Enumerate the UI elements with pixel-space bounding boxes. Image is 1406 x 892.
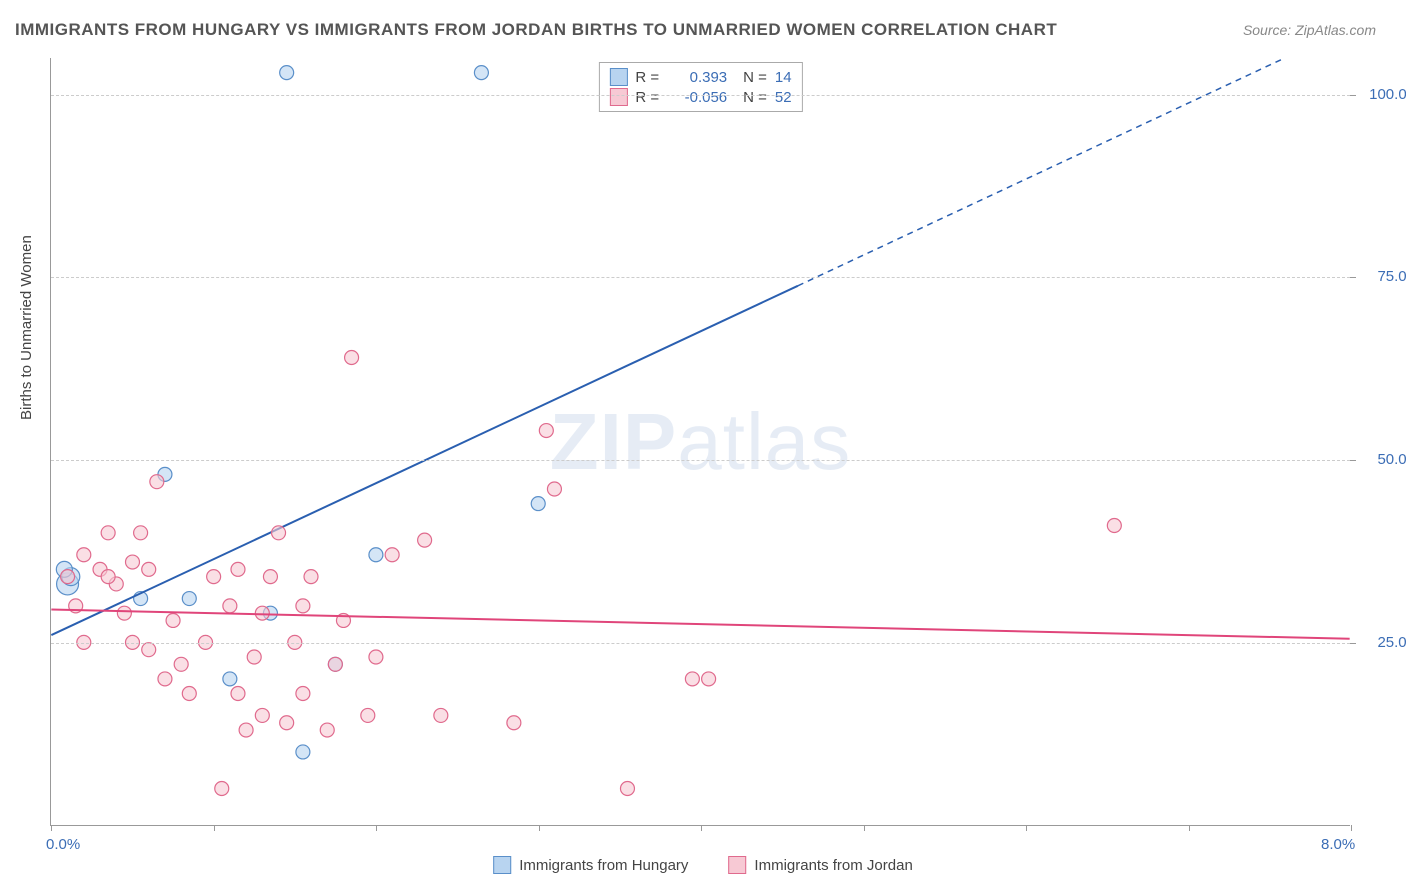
- data-point: [263, 570, 277, 584]
- data-point: [142, 643, 156, 657]
- data-point: [125, 555, 139, 569]
- data-point: [207, 570, 221, 584]
- data-point: [531, 497, 545, 511]
- r-equals-label: R =: [635, 89, 659, 106]
- gridline: [51, 277, 1350, 278]
- data-point: [239, 723, 253, 737]
- data-point: [231, 687, 245, 701]
- swatch-hungary-icon: [493, 856, 511, 874]
- data-point: [101, 570, 115, 584]
- trend-line: [51, 610, 1349, 639]
- gridline: [51, 460, 1350, 461]
- data-point: [296, 745, 310, 759]
- x-tick-label: 0.0%: [46, 836, 80, 853]
- data-point: [77, 548, 91, 562]
- n-equals-label: N =: [743, 89, 767, 106]
- data-point: [280, 716, 294, 730]
- chart-title: IMMIGRANTS FROM HUNGARY VS IMMIGRANTS FR…: [15, 20, 1057, 40]
- data-point: [507, 716, 521, 730]
- data-point: [369, 650, 383, 664]
- data-point: [215, 781, 229, 795]
- data-point: [345, 351, 359, 365]
- data-point: [223, 599, 237, 613]
- series-legend: Immigrants from Hungary Immigrants from …: [493, 856, 913, 874]
- data-point: [117, 606, 131, 620]
- data-point: [328, 657, 342, 671]
- data-point: [620, 781, 634, 795]
- data-point: [320, 723, 334, 737]
- data-point: [231, 562, 245, 576]
- data-point: [702, 672, 716, 686]
- y-axis-label: Births to Unmarried Women: [18, 235, 35, 420]
- swatch-hungary: [609, 68, 627, 86]
- data-point: [685, 672, 699, 686]
- source-label: Source: ZipAtlas.com: [1243, 22, 1376, 38]
- data-point: [539, 424, 553, 438]
- gridline: [51, 643, 1350, 644]
- r-equals-label: R =: [635, 69, 659, 86]
- data-point: [280, 66, 294, 80]
- data-point: [223, 672, 237, 686]
- data-point: [182, 687, 196, 701]
- data-point: [134, 526, 148, 540]
- data-point: [166, 613, 180, 627]
- y-tick-label: 50.0%: [1360, 451, 1406, 468]
- data-point: [150, 475, 164, 489]
- legend-item-jordan: Immigrants from Jordan: [728, 856, 912, 874]
- legend-label-hungary: Immigrants from Hungary: [519, 857, 688, 874]
- x-tick-label: 8.0%: [1321, 836, 1355, 853]
- data-point: [142, 562, 156, 576]
- data-point: [385, 548, 399, 562]
- r-value-jordan: -0.056: [667, 89, 727, 106]
- y-tick-label: 25.0%: [1360, 634, 1406, 651]
- legend-row-hungary: R = 0.393 N = 14: [609, 67, 791, 87]
- data-point: [361, 708, 375, 722]
- data-point: [272, 526, 286, 540]
- data-point: [174, 657, 188, 671]
- scatter-plot-svg: [51, 58, 1350, 825]
- data-point: [1107, 519, 1121, 533]
- swatch-jordan-icon: [728, 856, 746, 874]
- n-equals-label: N =: [743, 69, 767, 86]
- n-value-jordan: 52: [775, 89, 792, 106]
- trend-line-extrapolated: [798, 58, 1285, 286]
- data-point: [101, 526, 115, 540]
- r-value-hungary: 0.393: [667, 69, 727, 86]
- y-tick-label: 100.0%: [1360, 86, 1406, 103]
- gridline: [51, 95, 1350, 96]
- data-point: [61, 570, 75, 584]
- data-point: [296, 687, 310, 701]
- data-point: [182, 592, 196, 606]
- data-point: [547, 482, 561, 496]
- correlation-legend: R = 0.393 N = 14 R = -0.056 N = 52: [598, 62, 802, 112]
- legend-item-hungary: Immigrants from Hungary: [493, 856, 688, 874]
- n-value-hungary: 14: [775, 69, 792, 86]
- data-point: [296, 599, 310, 613]
- chart-plot-area: ZIPatlas R = 0.393 N = 14 R = -0.056 N =…: [50, 58, 1350, 826]
- legend-row-jordan: R = -0.056 N = 52: [609, 87, 791, 107]
- data-point: [474, 66, 488, 80]
- data-point: [255, 708, 269, 722]
- data-point: [369, 548, 383, 562]
- swatch-jordan: [609, 88, 627, 106]
- data-point: [304, 570, 318, 584]
- data-point: [158, 672, 172, 686]
- legend-label-jordan: Immigrants from Jordan: [754, 857, 912, 874]
- data-point: [418, 533, 432, 547]
- data-point: [434, 708, 448, 722]
- y-tick-label: 75.0%: [1360, 268, 1406, 285]
- data-point: [247, 650, 261, 664]
